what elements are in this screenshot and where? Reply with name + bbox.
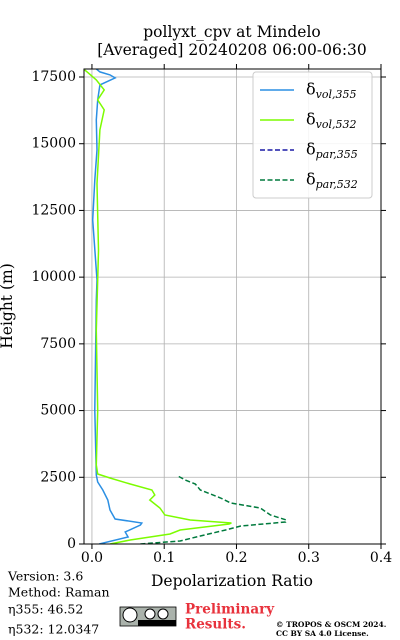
copyright: © TROPOS & OSCM 2024.: [276, 620, 386, 629]
x-axis-label: Depolarization Ratio: [151, 572, 313, 590]
eta-355: η355: 46.52: [8, 602, 83, 617]
x-tick-label: 0.4: [370, 550, 392, 566]
y-tick-label: 15000: [31, 136, 76, 152]
profile-line: [140, 475, 288, 544]
x-tick-label: 0.2: [225, 550, 247, 566]
cc-logo: [119, 606, 177, 627]
y-tick-label: 17500: [31, 69, 76, 85]
method: Method: Raman: [8, 585, 110, 600]
y-tick-label: 10000: [31, 269, 76, 285]
copyright: CC BY SA 4.0 License.: [276, 629, 369, 638]
y-tick-label: 0: [67, 536, 76, 552]
x-tick-label: 0.1: [153, 550, 175, 566]
profile-line: [91, 69, 144, 544]
x-tick-label: 0.0: [81, 550, 103, 566]
chart-title: pollyxt_cpv at Mindelo: [143, 23, 321, 41]
y-tick-label: 2500: [40, 469, 76, 485]
y-axis-label: Height (m): [0, 263, 16, 349]
chart-title: [Averaged] 20240208 06:00-06:30: [97, 41, 367, 59]
y-tick-label: 7500: [40, 336, 76, 352]
plot-lines: [84, 69, 288, 544]
x-tick-label: 0.3: [298, 550, 320, 566]
profile-line: [84, 69, 232, 544]
y-tick-label: 12500: [31, 202, 76, 218]
version: Version: 3.6: [7, 569, 83, 584]
eta-532: η532: 12.0347: [8, 622, 99, 637]
plot-frame: [83, 68, 382, 545]
preliminary: Results.: [185, 617, 246, 633]
legend-box: [252, 71, 373, 199]
y-tick-label: 5000: [40, 403, 76, 419]
preliminary: Preliminary: [185, 602, 275, 618]
